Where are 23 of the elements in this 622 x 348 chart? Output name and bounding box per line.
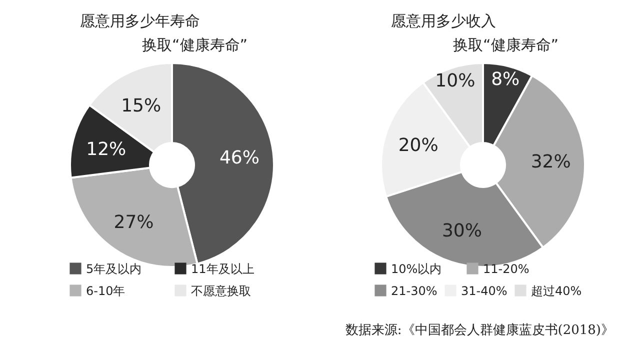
legend-label: 超过40%: [531, 284, 582, 298]
legend-label: 11-20%: [483, 262, 530, 276]
data-label: 20%: [398, 134, 438, 156]
chart-title: 愿意用多少收入: [391, 12, 496, 30]
data-label: 32%: [530, 152, 571, 173]
data-label: 8%: [491, 68, 520, 90]
source-note: 数据来源:《中国都会人群健康蓝皮书(2018)》: [345, 323, 614, 338]
legend-label: 不愿意换取: [191, 284, 251, 298]
legend-label: 21-30%: [391, 284, 438, 298]
legend-label: 31-40%: [461, 284, 508, 298]
legend-label: 10%以内: [391, 262, 442, 276]
data-label: 12%: [86, 139, 126, 160]
data-label: 10%: [435, 70, 476, 92]
data-label: 15%: [121, 95, 162, 116]
data-label: 46%: [219, 147, 260, 168]
chart-title: 愿意用多少年寿命: [80, 12, 200, 30]
legend-label: 5年及以内: [86, 262, 142, 276]
data-label: 27%: [114, 212, 154, 234]
chart-subtitle: 换取“健康寿命”: [453, 36, 559, 54]
data-label: 30%: [442, 220, 482, 242]
chart-subtitle: 换取“健康寿命”: [142, 36, 248, 54]
legend-label: 6-10年: [86, 284, 126, 298]
legend-label: 11年及以上: [191, 262, 254, 276]
